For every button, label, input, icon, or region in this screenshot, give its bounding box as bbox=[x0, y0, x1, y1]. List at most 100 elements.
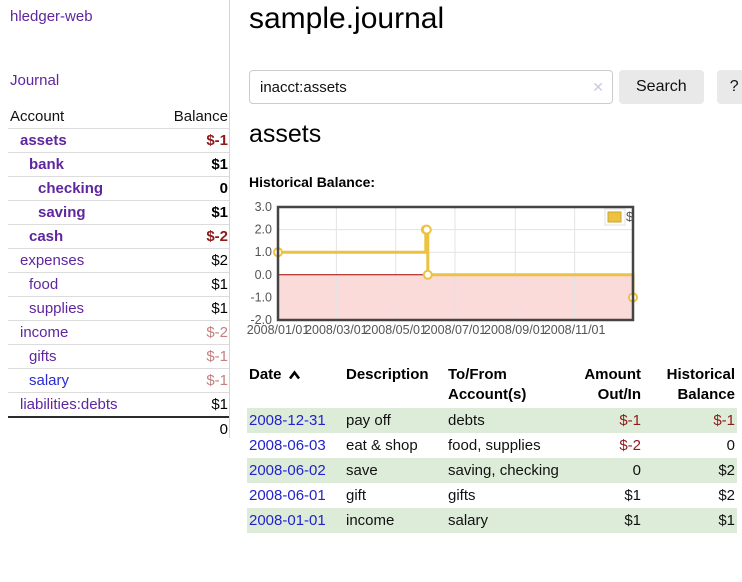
account-row-income: income $-2 bbox=[8, 320, 229, 345]
register-row: 2008-01-01 income salary $1 $1 bbox=[247, 508, 737, 533]
account-balance: $-1 bbox=[206, 131, 228, 149]
svg-text:2008/05/01: 2008/05/01 bbox=[364, 323, 427, 337]
svg-text:1.0: 1.0 bbox=[255, 245, 272, 259]
account-row-saving: saving $1 bbox=[8, 200, 229, 225]
svg-text:$: $ bbox=[626, 209, 634, 224]
account-link-food[interactable]: food bbox=[29, 275, 59, 293]
register-row: 2008-06-02 save saving, checking 0 $2 bbox=[247, 458, 737, 483]
transaction-description: income bbox=[346, 512, 395, 529]
brand-link[interactable]: hledger-web bbox=[10, 8, 93, 25]
transaction-date-link[interactable]: 2008-12-31 bbox=[249, 412, 326, 429]
account-balance: 0 bbox=[219, 179, 228, 197]
transaction-balance: $2 bbox=[718, 487, 735, 504]
historical-balance-chart: 3.0 2.0 1.0 0.0 -1.0 -2.02008/01/012008/03/01… bbox=[247, 201, 638, 337]
transaction-balance: $2 bbox=[718, 462, 735, 479]
account-link-expenses[interactable]: expenses bbox=[20, 251, 85, 269]
svg-text:2008/03/01: 2008/03/01 bbox=[305, 323, 368, 337]
account-balance: $1 bbox=[211, 275, 228, 293]
account-balance: $1 bbox=[211, 299, 228, 317]
account-link-assets[interactable]: assets bbox=[20, 131, 67, 149]
help-button[interactable]: ? bbox=[716, 70, 742, 104]
svg-text:2008/01/01: 2008/01/01 bbox=[247, 323, 310, 337]
transaction-date-link[interactable]: 2008-06-01 bbox=[249, 487, 326, 504]
transaction-amount: 0 bbox=[632, 462, 641, 479]
register-col-date-label: Date bbox=[249, 366, 282, 383]
transaction-accounts: salary bbox=[448, 512, 489, 529]
transaction-accounts: saving, checking bbox=[448, 462, 559, 479]
account-link-gifts[interactable]: gifts bbox=[29, 347, 57, 365]
accounts-col-account: Account bbox=[10, 108, 65, 125]
account-row-supplies: supplies $1 bbox=[8, 296, 229, 321]
transaction-balance: $1 bbox=[718, 512, 735, 529]
accounts-col-balance: Balance bbox=[173, 108, 228, 125]
sidebar-item-journal[interactable]: Journal bbox=[10, 72, 60, 89]
register-col-accounts-line1: To/From bbox=[448, 366, 507, 383]
svg-text:2008/11/01: 2008/11/01 bbox=[544, 323, 606, 337]
svg-text:-1.0: -1.0 bbox=[250, 290, 272, 304]
register-col-accounts[interactable]: To/From Account(s) bbox=[446, 362, 571, 408]
account-link-cash[interactable]: cash bbox=[29, 227, 64, 245]
account-balance: $-2 bbox=[206, 323, 228, 341]
account-balance: $-1 bbox=[206, 371, 228, 389]
register-header-row: Date Description To/From Account(s) Amou… bbox=[247, 362, 737, 408]
transaction-date-link[interactable]: 2008-06-03 bbox=[249, 437, 326, 454]
account-row-checking: checking 0 bbox=[8, 176, 229, 201]
register-col-balance[interactable]: Historical Balance bbox=[643, 362, 737, 408]
register-col-date[interactable]: Date bbox=[247, 362, 344, 408]
transaction-balance: $-1 bbox=[713, 412, 735, 429]
svg-text:0.0: 0.0 bbox=[255, 268, 272, 282]
account-row-expenses: expenses $2 bbox=[8, 248, 229, 273]
register-table: Date Description To/From Account(s) Amou… bbox=[247, 362, 737, 533]
account-heading: assets bbox=[249, 120, 322, 148]
sidebar: hledger-web Journal Account Balance asse… bbox=[0, 0, 230, 438]
search-input-wrap: ✕ bbox=[249, 70, 613, 104]
register-col-balance-line1: Historical bbox=[666, 366, 735, 383]
account-link-saving[interactable]: saving bbox=[38, 203, 86, 221]
account-link-income[interactable]: income bbox=[20, 323, 69, 341]
account-balance: $1 bbox=[211, 203, 228, 221]
account-row-bank: bank $1 bbox=[8, 152, 229, 177]
register-row: 2008-06-03 eat & shop food, supplies $-2… bbox=[247, 433, 737, 458]
svg-text:-2.0: -2.0 bbox=[250, 313, 272, 327]
account-row-gifts: gifts $-1 bbox=[8, 344, 229, 369]
register-row: 2008-06-01 gift gifts $1 $2 bbox=[247, 483, 737, 508]
search-form: ✕ Search ? bbox=[249, 70, 742, 104]
account-link-liabilities-debts[interactable]: liabilities:debts bbox=[20, 395, 118, 413]
register-col-amount-line1: Amount bbox=[584, 366, 641, 383]
account-row-assets: assets $-1 bbox=[8, 128, 229, 153]
accounts-header-row: Account Balance bbox=[8, 106, 229, 129]
transaction-date-link[interactable]: 2008-06-02 bbox=[249, 462, 326, 479]
svg-text:2008/09/01: 2008/09/01 bbox=[484, 323, 547, 337]
page-title: sample.journal bbox=[249, 2, 445, 35]
transaction-amount: $1 bbox=[624, 512, 641, 529]
accounts-total-value: 0 bbox=[219, 420, 228, 438]
account-link-checking[interactable]: checking bbox=[38, 179, 104, 197]
register-col-description[interactable]: Description bbox=[346, 366, 429, 383]
register-col-balance-line2: Balance bbox=[677, 386, 735, 403]
register-row: 2008-12-31 pay off debts $-1 $-1 bbox=[247, 408, 737, 433]
transaction-date-link[interactable]: 2008-01-01 bbox=[249, 512, 326, 529]
account-balance: $1 bbox=[211, 395, 228, 413]
account-link-supplies[interactable]: supplies bbox=[29, 299, 85, 317]
register-col-amount-line2: Out/In bbox=[597, 386, 641, 403]
transaction-balance: 0 bbox=[726, 437, 735, 454]
clear-search-icon[interactable]: ✕ bbox=[592, 79, 604, 95]
transaction-description: save bbox=[346, 462, 378, 479]
transaction-amount: $1 bbox=[624, 487, 641, 504]
account-row-salary: salary $-1 bbox=[8, 368, 229, 393]
register-col-amount[interactable]: Amount Out/In bbox=[571, 362, 643, 408]
transaction-accounts: food, supplies bbox=[448, 437, 541, 454]
account-link-salary[interactable]: salary bbox=[29, 371, 70, 389]
account-balance: $-1 bbox=[206, 347, 228, 365]
transaction-description: gift bbox=[346, 487, 367, 504]
search-button[interactable]: Search bbox=[619, 70, 704, 104]
search-input[interactable] bbox=[249, 70, 613, 104]
account-row-liabilities-debts: liabilities:debts $1 bbox=[8, 392, 229, 418]
transaction-amount: $-1 bbox=[619, 412, 641, 429]
account-link-bank[interactable]: bank bbox=[29, 155, 65, 173]
register-col-accounts-line2: Account(s) bbox=[448, 386, 527, 403]
chart-heading: Historical Balance: bbox=[249, 174, 376, 190]
account-balance: $1 bbox=[211, 155, 228, 173]
sort-ascending-icon bbox=[288, 366, 301, 386]
